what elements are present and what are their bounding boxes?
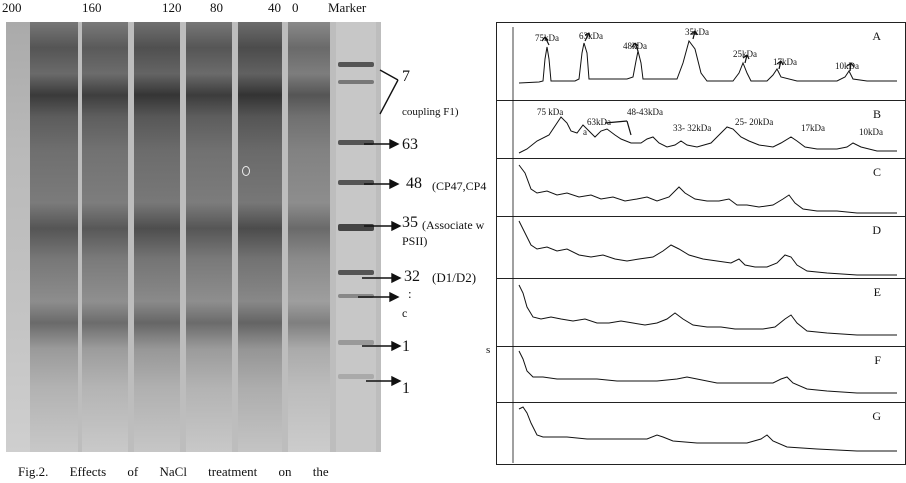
densitometry-panel-c: C [497, 159, 905, 217]
marker-note-48: (CP47,CP4 [432, 179, 487, 193]
marker-label-25: : [408, 286, 412, 301]
densitometry-figure: A B C D E F G [496, 22, 906, 465]
marker-label-75: 7 [402, 68, 410, 85]
lane-label-40: 40 [268, 0, 281, 15]
panel-letter-a: A [872, 29, 881, 43]
marker-label-35: 35 [402, 214, 418, 231]
peak-label-a-63: 63kDa [579, 31, 603, 41]
peak-label-a-48: 48kDa [623, 41, 647, 51]
gel-lane-80 [134, 22, 180, 452]
panel-letter-g: G [872, 409, 881, 423]
densitometry-panel-b: B [497, 101, 905, 159]
densitometry-traces [512, 27, 897, 463]
panel-letter-b: B [872, 107, 881, 121]
peak-label-a-25: 25kDa [733, 49, 757, 59]
panel-letter-c: C [872, 165, 881, 179]
densitometry-panel-g: G [497, 403, 905, 466]
peak-label-b-75: 75 kDa [537, 107, 564, 117]
marker-note-17: s [486, 344, 491, 356]
marker-note-35b: PSII) [402, 234, 428, 248]
marker-label-10: 1 [402, 380, 410, 397]
peak-label-b-10: 10kDa [859, 127, 883, 137]
marker-note-32: (D1/D2) [432, 270, 477, 285]
densitometry-panel-f: F [497, 347, 905, 403]
marker-note-35: (Associate w [422, 218, 485, 232]
lane-label-0: 0 [292, 0, 299, 15]
marker-note-25: c [402, 306, 408, 320]
marker-label-63: 63 [402, 136, 418, 153]
gel-lane-40 [186, 22, 232, 452]
peak-label-a-10: 10kDa [835, 61, 859, 71]
gel-lane-0 [238, 22, 282, 452]
panel-letter-f: F [874, 353, 881, 367]
densitometry-panel-e: E [497, 279, 905, 347]
lane-label-120: 120 [162, 0, 182, 15]
gel-spot [242, 166, 250, 176]
marker-label-48: 48 [406, 175, 422, 192]
lane-label-160: 160 [82, 0, 102, 15]
marker-note-75: coupling F1) [402, 106, 459, 118]
peak-label-a-35: 35kDa [685, 27, 709, 37]
peak-label-a-17: 17kDa [773, 57, 797, 67]
peak-label-b-48-43: 48-43kDa [627, 107, 663, 117]
figure-caption: Fig.2. Effects of NaCl treatment on the [18, 464, 329, 479]
lane-label-marker: Marker [328, 0, 367, 15]
marker-label-32: 32 [404, 268, 420, 285]
gel-lane-160 [30, 22, 78, 452]
peak-label-b-33-32: 33- 32kDa [673, 123, 712, 133]
lane-label-80: 80 [210, 0, 223, 15]
marker-label-17: 1 [402, 338, 410, 355]
peak-label-b-25-20: 25- 20kDa [735, 117, 774, 127]
peak-label-b-a: a [583, 127, 587, 137]
densitometry-panel-d: D [497, 217, 905, 279]
panel-letter-e: E [873, 285, 881, 299]
lane-label-200: 200 [2, 0, 22, 15]
gel-lane-extra [288, 22, 330, 452]
panel-letter-d: D [872, 223, 881, 237]
peak-label-a-75: 75kDa [535, 33, 559, 43]
sds-page-gel-image [6, 22, 381, 452]
densitometry-panel-a: A [497, 23, 905, 101]
peak-label-b-63: 63kDa [587, 117, 611, 127]
peak-label-b-17: 17kDa [801, 123, 825, 133]
gel-lane-120 [82, 22, 128, 452]
